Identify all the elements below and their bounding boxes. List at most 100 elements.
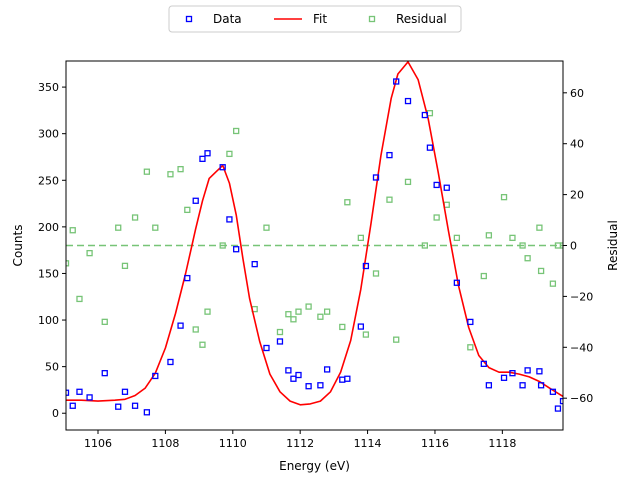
y2-tick-label: −20: [570, 290, 593, 303]
data-point: [372, 174, 380, 181]
residual-point: [121, 262, 129, 270]
data-point: [219, 164, 226, 171]
residual-point: [509, 234, 516, 242]
y-tick-label: 50: [45, 361, 59, 374]
data-point: [453, 279, 461, 286]
data-point: [184, 274, 191, 282]
data-point: [362, 262, 370, 270]
data-point: [554, 405, 562, 412]
residual-point: [290, 316, 297, 323]
data-point: [519, 382, 526, 389]
data-point: [192, 197, 199, 204]
residual-point: [226, 150, 233, 158]
data-point: [393, 78, 400, 85]
data-point: [276, 338, 284, 345]
residual-point: [339, 323, 346, 331]
y2-tick-label: 60: [570, 87, 584, 100]
data-point: [549, 388, 557, 395]
data-point: [317, 382, 324, 389]
data-point: [115, 403, 122, 410]
residual-point: [295, 308, 302, 315]
residual-point: [115, 224, 122, 231]
residual-point: [76, 295, 83, 303]
residual-point: [305, 303, 312, 310]
data-point: [305, 383, 312, 390]
data-point: [101, 370, 108, 377]
residual-point: [519, 242, 526, 249]
data-point: [233, 246, 240, 253]
legend: Data Fit Residual: [168, 5, 462, 33]
data-point: [290, 375, 297, 382]
residual-point: [276, 328, 284, 336]
data-point: [509, 370, 516, 377]
data-point: [121, 388, 129, 395]
residual-point: [219, 242, 226, 249]
residual-point: [433, 214, 440, 221]
residual-point: [372, 270, 380, 277]
data-point: [263, 344, 270, 352]
x-axis-label: Energy (eV): [279, 459, 350, 473]
residual-point: [152, 224, 159, 231]
data-point: [433, 181, 440, 189]
residual-point: [362, 331, 370, 338]
residual-point: [204, 308, 211, 315]
data-point: [421, 111, 429, 119]
data-point: [559, 397, 563, 405]
residual-point: [453, 234, 461, 242]
residual-point: [536, 224, 543, 231]
residual-point: [480, 272, 487, 280]
residual-point: [524, 255, 531, 262]
residual-point: [559, 242, 563, 249]
residual-point: [317, 313, 324, 320]
data-point: [536, 368, 543, 375]
residual-point: [131, 214, 139, 221]
y-tick-label: 250: [38, 174, 59, 187]
x-tick-label: 1110: [219, 437, 247, 450]
residual-point: [344, 199, 351, 206]
residual-point: [393, 336, 400, 343]
data-point: [285, 367, 292, 374]
residual-point: [233, 127, 240, 135]
legend-label-fit: Fit: [313, 12, 327, 26]
y-tick-label: 300: [38, 128, 59, 141]
data-point: [226, 216, 233, 223]
data-point: [295, 371, 302, 379]
data-point: [152, 372, 159, 380]
residual-point: [323, 308, 331, 315]
data-point: [386, 151, 393, 159]
x-tick-label: 1116: [421, 437, 449, 450]
residual-point: [467, 344, 474, 351]
data-point: [167, 358, 174, 366]
residual-point: [177, 166, 184, 173]
y-tick-label: 0: [52, 407, 59, 420]
residual-point: [357, 234, 364, 242]
data-point: [485, 382, 493, 389]
residual-point: [69, 227, 76, 234]
y-tick-label: 150: [38, 267, 59, 280]
data-point: [524, 367, 531, 374]
legend-marker-residual: [368, 15, 376, 23]
x-tick-label: 1114: [354, 437, 382, 450]
residual-point: [66, 260, 70, 267]
residual-point: [285, 311, 292, 318]
y-tick-label: 350: [38, 81, 59, 94]
residual-point: [192, 326, 199, 333]
data-point: [66, 389, 70, 396]
y2-tick-label: 20: [570, 189, 584, 202]
x-tick-label: 1106: [84, 437, 112, 450]
y2-tick-label: 40: [570, 138, 584, 151]
data-point: [131, 402, 139, 409]
residual-point: [184, 206, 191, 214]
data-point: [357, 323, 364, 330]
residual-point: [500, 193, 508, 201]
residual-point: [101, 318, 108, 325]
y2-axis-label: Residual: [606, 220, 620, 271]
data-point: [443, 184, 450, 191]
residual-point: [263, 224, 270, 231]
data-point: [404, 97, 412, 105]
data-point: [537, 382, 545, 389]
fit-line: [66, 61, 563, 406]
residual-point: [537, 267, 545, 275]
residual-point: [485, 232, 493, 239]
